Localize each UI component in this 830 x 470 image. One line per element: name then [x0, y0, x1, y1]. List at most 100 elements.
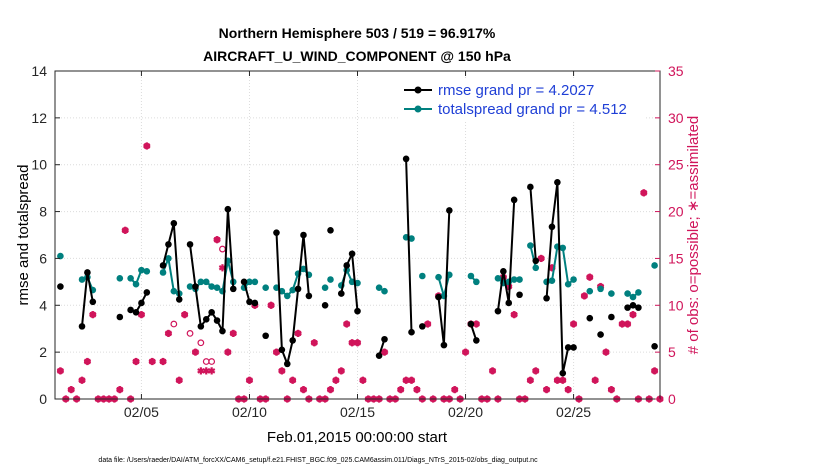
rmse-point	[408, 328, 415, 336]
totalspread-point	[467, 272, 475, 280]
rmse-point	[381, 335, 388, 343]
rmse-point	[543, 294, 550, 302]
obs-assimilated-point	[207, 367, 216, 375]
rmse-point	[116, 313, 124, 321]
obs-assimilated-point	[488, 367, 497, 375]
obs-assimilated-point	[348, 339, 356, 347]
obs-assimilated-point	[332, 376, 340, 384]
obs-assimilated-point	[618, 320, 626, 328]
obs-assimilated-point	[116, 386, 124, 394]
totalspread-point	[548, 277, 556, 284]
y-axis-label: rmse and totalspread	[15, 165, 32, 306]
totalspread-point	[202, 278, 210, 286]
totalspread-point	[629, 293, 637, 301]
rmse-point	[419, 323, 426, 330]
obs-assimilated-point	[326, 386, 335, 394]
rmse-point	[240, 278, 248, 286]
footer-data-file: data file: /Users/raeder/DAI/ATM_forcXX/…	[98, 457, 538, 464]
rmse-point	[186, 241, 194, 248]
rmse-point	[635, 304, 642, 311]
rmse-point	[246, 298, 253, 306]
obs-assimilated-point	[343, 320, 351, 328]
legend-box	[400, 78, 645, 120]
rmse-point	[586, 314, 594, 322]
rmse-point	[229, 285, 237, 293]
obs-assimilated-point	[272, 348, 281, 356]
totalspread-point	[57, 252, 64, 260]
x-tick-label: 02/25	[556, 404, 591, 420]
rmse-point	[305, 292, 313, 300]
rmse-point	[138, 299, 145, 307]
rmse-point	[78, 323, 86, 330]
rmse-point	[251, 299, 259, 307]
y-right-tick-label: 35	[668, 63, 684, 79]
obs-possible-point	[197, 339, 205, 347]
obs-assimilated-point	[159, 357, 167, 366]
rmse-point	[559, 369, 567, 377]
rmse-point	[273, 229, 280, 236]
totalspread-point	[435, 273, 442, 281]
series-lines	[57, 155, 658, 377]
totalspread-point	[510, 276, 518, 283]
rmse-point	[321, 301, 329, 309]
obs-assimilated-point	[640, 189, 648, 197]
totalspread-point	[283, 292, 291, 300]
totalspread-point	[170, 287, 178, 295]
legend-spread-marker	[414, 105, 422, 113]
obs-assimilated-point	[553, 376, 562, 384]
totalspread-point	[186, 283, 194, 290]
obs-assimilated-point	[148, 357, 156, 366]
obs-assimilated-point	[180, 311, 189, 319]
totalspread-point	[132, 280, 140, 288]
rmse-point	[597, 331, 604, 338]
obs-assimilated-point	[407, 376, 416, 384]
legend-rmse-marker	[414, 86, 422, 94]
obs-assimilated-point	[397, 386, 405, 394]
totalspread-point	[208, 283, 215, 290]
rmse-point	[89, 298, 97, 306]
y-tick-label: 0	[39, 391, 47, 407]
rmse-point	[651, 342, 658, 350]
rmse-point	[143, 289, 151, 296]
y-right-tick-label: 10	[668, 297, 684, 313]
rmse-point	[629, 301, 637, 309]
rmse-point	[402, 155, 410, 163]
totalspread-point	[197, 278, 205, 286]
obs-assimilated-point	[197, 367, 205, 375]
obs-assimilated-point	[586, 273, 594, 281]
rmse-point	[294, 285, 302, 293]
rmse-point	[446, 207, 453, 214]
totalspread-point	[635, 289, 642, 296]
obs-assimilated-point	[580, 292, 589, 300]
obs-assimilated-point	[532, 367, 540, 375]
rmse-point	[278, 346, 286, 354]
obs-assimilated-point	[137, 311, 146, 319]
totalspread-point	[564, 280, 572, 288]
legend: rmse grand pr = 4.2027 totalspread grand…	[400, 78, 645, 120]
totalspread-point	[246, 278, 253, 286]
totalspread-point	[651, 262, 658, 269]
totalspread-point	[321, 284, 329, 292]
obs-assimilated-point	[56, 367, 65, 375]
chart-subtitle: AIRCRAFT_U_WIND_COMPONENT @ 150 hPa	[203, 48, 511, 64]
rmse-point	[510, 196, 518, 204]
totalspread-point	[143, 268, 151, 275]
obs-assimilated-point	[402, 376, 410, 384]
totalspread-point	[138, 266, 145, 274]
y-right-tick-label: 25	[668, 157, 684, 173]
rmse-point	[283, 360, 291, 368]
totalspread-point	[527, 242, 534, 249]
obs-assimilated-point	[310, 339, 318, 347]
rmse-point	[473, 337, 480, 344]
obs-assimilated-point	[299, 386, 308, 394]
totalspread-point	[381, 287, 388, 295]
y-tick-label: 4	[39, 297, 47, 313]
obs-possible-point	[208, 358, 216, 365]
obs-possible-point	[186, 330, 194, 337]
rmse-point	[197, 323, 205, 330]
rmse-point	[505, 299, 513, 307]
obs-assimilated-point	[602, 348, 610, 356]
obs-assimilated-point	[650, 367, 659, 375]
rmse-point	[327, 227, 334, 234]
obs-assimilated-point	[164, 329, 173, 337]
